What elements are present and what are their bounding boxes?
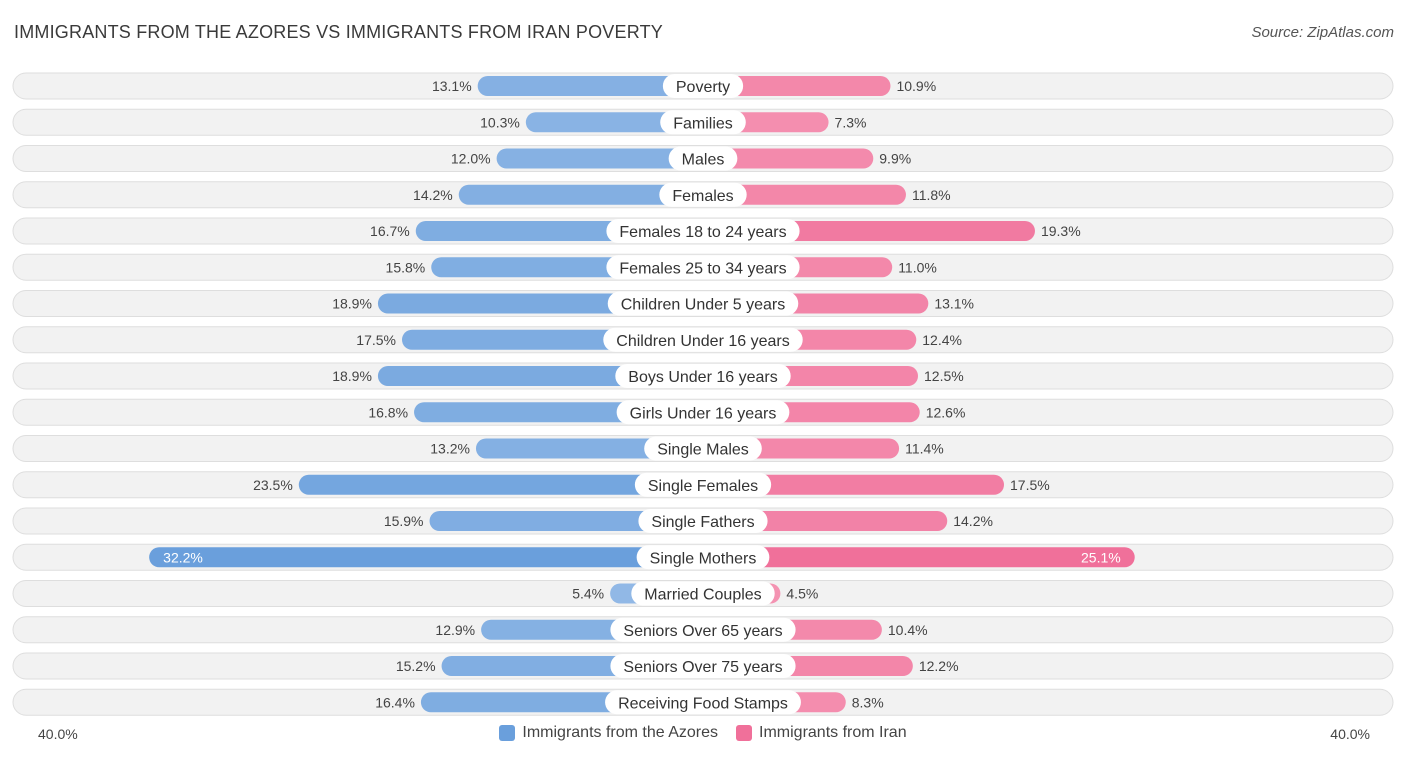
category-pill-children-under-5-years [607,291,799,316]
value-label-iran-single-males: 11.4% [905,441,944,457]
value-label-iran-receiving-food-stamps: 8.3% [852,694,884,710]
bar-iran-males [703,148,874,169]
bar-azores-poverty [477,76,703,96]
category-label-single-females: Single Females [648,478,758,495]
legend-item-azores: Immigrants from the Azores [499,724,718,742]
category-label-poverty: Poverty [676,79,730,96]
value-label-azores-single-mothers: 32.2% [163,549,203,565]
value-label-iran-females-25-to-34-years: 11.0% [898,259,937,275]
legend-swatch-azores [499,725,516,741]
value-label-iran-families: 7.3% [835,114,867,130]
value-label-iran-children-under-5-years: 13.1% [934,296,974,312]
category-label-females: Females [672,188,733,205]
category-pill-children-under-16-years [603,327,803,352]
category-label-males: Males [682,152,725,169]
value-label-azores-single-males: 13.2% [430,441,470,457]
category-label-boys-under-16-years: Boys Under 16 years [628,369,777,386]
category-label-girls-under-16-years: Girls Under 16 years [630,405,777,422]
bar-azores-females [458,184,703,205]
category-label-single-fathers: Single Fathers [651,514,754,531]
bar-iran-single-mothers [703,547,1135,568]
value-label-azores-males: 12.0% [451,151,491,167]
value-label-azores-females-18-to-24-years: 16.7% [370,223,410,239]
axis-right-label: 40.0% [1330,726,1370,742]
value-label-azores-single-fathers: 15.9% [384,513,424,529]
category-label-children-under-5-years: Children Under 5 years [621,297,786,314]
legend-swatch-iran [736,725,753,741]
category-pill-males [668,146,738,171]
category-label-children-under-16-years: Children Under 16 years [616,333,789,350]
value-label-azores-children-under-16-years: 17.5% [356,332,396,348]
category-pill-single-mothers [636,545,770,570]
category-label-females-18-to-24-years: Females 18 to 24 years [619,224,786,241]
value-label-azores-families: 10.3% [480,114,520,130]
category-pill-seniors-over-65-years [610,617,796,642]
value-label-iran-married-couples: 4.5% [786,586,818,602]
value-label-azores-receiving-food-stamps: 16.4% [375,694,415,710]
category-label-seniors-over-65-years: Seniors Over 65 years [623,623,782,640]
category-label-receiving-food-stamps: Receiving Food Stamps [618,695,788,712]
category-pill-females [659,182,747,207]
value-label-iran-children-under-16-years: 12.4% [922,332,962,348]
value-label-azores-boys-under-16-years: 18.9% [332,368,372,384]
category-pill-girls-under-16-years [616,400,790,425]
value-label-iran-seniors-over-65-years: 10.4% [888,622,928,638]
value-label-iran-seniors-over-75-years: 12.2% [919,658,959,674]
value-label-azores-females-25-to-34-years: 15.8% [386,259,426,275]
legend-item-iran: Immigrants from Iran [736,724,907,742]
value-label-azores-seniors-over-65-years: 12.9% [435,622,475,638]
value-label-azores-single-females: 23.5% [253,477,293,493]
bar-azores-single-females [298,474,703,495]
category-pill-married-couples [631,581,775,606]
category-pill-poverty [662,74,744,98]
bar-azores-males [496,148,703,169]
category-label-seniors-over-75-years: Seniors Over 75 years [623,659,782,676]
source-label: Source: ZipAtlas.com [1251,24,1394,41]
value-label-azores-girls-under-16-years: 16.8% [368,404,408,420]
category-pill-boys-under-16-years [615,364,791,388]
bar-iran-females [703,184,906,205]
category-label-females-25-to-34-years: Females 25 to 34 years [619,260,786,277]
category-pill-families [660,110,746,135]
value-label-iran-girls-under-16-years: 12.6% [926,404,966,420]
category-pill-receiving-food-stamps [605,690,801,715]
category-label-single-males: Single Males [657,442,749,459]
category-pill-females-25-to-34-years [606,255,800,280]
value-label-iran-females: 11.8% [912,187,951,203]
category-pill-females-18-to-24-years [606,219,800,243]
value-label-azores-married-couples: 5.4% [572,586,604,602]
value-label-iran-males: 9.9% [879,151,911,167]
value-label-azores-seniors-over-75-years: 15.2% [396,658,436,674]
legend-label-iran: Immigrants from Iran [759,724,907,741]
value-label-iran-females-18-to-24-years: 19.3% [1041,223,1081,239]
category-pill-seniors-over-75-years [610,654,796,678]
category-label-single-mothers: Single Mothers [650,550,757,567]
axis-left-label: 40.0% [38,726,78,742]
bar-iran-single-females [703,474,1004,495]
legend-label-azores: Immigrants from the Azores [522,724,719,741]
value-label-iran-single-fathers: 14.2% [953,513,993,529]
category-pill-single-females [634,472,772,497]
value-label-azores-poverty: 13.1% [432,78,472,94]
bar-azores-single-fathers [429,511,703,531]
value-label-iran-poverty: 10.9% [896,78,936,94]
category-label-families: Families [673,115,733,132]
bar-azores-single-mothers [149,547,703,568]
bar-azores-families [525,112,703,133]
bar-iran-poverty [703,76,891,96]
value-label-azores-females: 14.2% [413,187,453,203]
value-label-iran-boys-under-16-years: 12.5% [924,368,964,384]
chart-title: IMMIGRANTS FROM THE AZORES VS IMMIGRANTS… [14,22,663,42]
legend: Immigrants from the Azores Immigrants fr… [0,724,1406,742]
value-label-azores-children-under-5-years: 18.9% [332,296,372,312]
value-label-iran-single-mothers: 25.1% [1081,549,1121,565]
category-pill-single-fathers [638,509,768,533]
category-label-married-couples: Married Couples [644,587,761,604]
category-pill-single-males [644,436,762,461]
chart-area: 13.1% 10.9% Poverty 10.3% 7.3% Families 12.0% 9… [12,72,1394,716]
value-label-iran-single-females: 17.5% [1010,477,1050,493]
